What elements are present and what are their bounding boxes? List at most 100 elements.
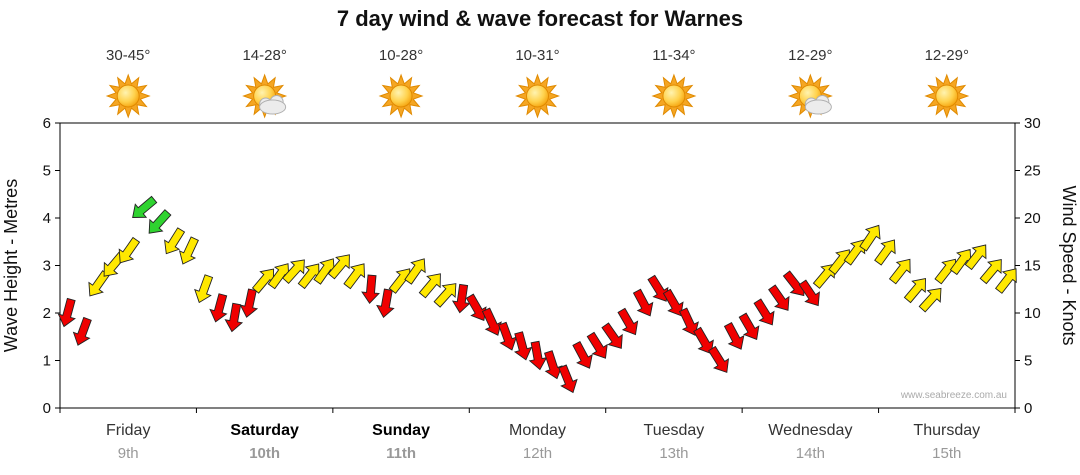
day-name-label: Monday xyxy=(509,422,566,439)
wind-arrow xyxy=(903,278,926,304)
sun-icon xyxy=(651,73,697,119)
wind-arrow xyxy=(481,307,502,336)
wind-arrow xyxy=(586,331,608,359)
temp-range-label: 10-28° xyxy=(379,47,423,64)
sun-icon xyxy=(105,73,151,119)
wind-arrow xyxy=(738,312,760,341)
y-left-tick-label: 4 xyxy=(43,210,51,227)
wind-arrow xyxy=(544,350,563,380)
day-date-label: 11th xyxy=(386,445,416,462)
wind-arrow xyxy=(376,288,395,318)
wind-arrow xyxy=(662,288,684,317)
day-name-label: Saturday xyxy=(230,422,299,439)
wind-arrow xyxy=(874,239,896,266)
sun-icon xyxy=(378,73,424,119)
day-date-label: 9th xyxy=(118,445,139,462)
wind-arrow xyxy=(859,224,881,252)
y-right-tick-label: 25 xyxy=(1024,163,1041,180)
wind-arrow xyxy=(723,321,745,350)
chart-title: 7 day wind & wave forecast for Warnes xyxy=(336,6,744,31)
wind-arrow xyxy=(132,195,158,218)
temp-range-label: 11-34° xyxy=(652,47,695,64)
wind-arrow xyxy=(178,236,199,265)
wind-arrow xyxy=(327,254,350,280)
cloud-icon xyxy=(259,95,287,115)
day-date-label: 10th xyxy=(249,445,280,462)
y-right-tick-label: 20 xyxy=(1024,210,1041,227)
wind-arrow xyxy=(118,236,141,264)
wind-arrow xyxy=(888,258,911,285)
temp-range-label: 12-29° xyxy=(788,47,832,64)
wind-arrow xyxy=(994,268,1017,294)
y-left-tick-label: 6 xyxy=(43,115,51,132)
wind-arrow xyxy=(72,316,92,346)
day-name-label: Thursday xyxy=(913,422,980,439)
wind-arrow xyxy=(224,302,244,333)
wind-arrow xyxy=(918,287,942,313)
wind-arrow xyxy=(404,258,426,285)
day-date-label: 13th xyxy=(659,445,688,462)
sun-cloud-icon xyxy=(787,73,833,119)
wind-arrow xyxy=(572,340,593,369)
wind-arrow xyxy=(148,209,172,234)
wind-arrow xyxy=(693,326,714,355)
day-name-label: Wednesday xyxy=(768,422,852,439)
wind-arrow xyxy=(465,293,487,322)
wind-arrow xyxy=(239,288,259,318)
wind-arrow xyxy=(361,274,380,304)
wind-arrow xyxy=(812,263,835,289)
wind-arrow xyxy=(798,279,820,307)
day-name-label: Friday xyxy=(106,422,150,439)
wind-arrow xyxy=(343,263,365,290)
temp-range-label: 14-28° xyxy=(242,47,286,64)
wind-arrow xyxy=(282,259,305,285)
y-right-tick-label: 10 xyxy=(1024,305,1041,322)
y-left-tick-label: 3 xyxy=(43,258,51,275)
wind-arrow xyxy=(194,274,214,304)
y-left-axis-title: Wave Height - Metres xyxy=(1,179,21,352)
cloud-icon xyxy=(804,95,832,115)
wind-arrow xyxy=(558,364,578,394)
y-left-tick-label: 1 xyxy=(43,353,51,370)
y-left-tick-label: 5 xyxy=(43,163,51,180)
temp-range-label: 10-31° xyxy=(515,47,559,64)
wind-arrow xyxy=(647,274,669,302)
wind-arrow xyxy=(707,345,730,373)
wind-arrow xyxy=(632,288,654,317)
y-left-tick-label: 0 xyxy=(43,400,51,417)
y-right-tick-label: 15 xyxy=(1024,258,1041,275)
wind-arrow xyxy=(753,298,775,326)
wind-arrow-series xyxy=(57,195,1017,394)
wind-arrow xyxy=(964,244,987,271)
y-left-tick-label: 2 xyxy=(43,305,51,322)
wind-arrow xyxy=(617,307,639,336)
wind-arrow xyxy=(433,283,457,308)
day-name-label: Sunday xyxy=(372,422,430,439)
sun-icon xyxy=(515,73,560,119)
temp-range-label: 30-45° xyxy=(106,47,150,64)
wind-arrow xyxy=(209,293,228,323)
wind-arrow xyxy=(418,273,441,299)
wind-arrow xyxy=(451,283,471,314)
sun-icon xyxy=(924,73,970,119)
temp-range-label: 12-29° xyxy=(925,47,969,64)
wind-arrow xyxy=(513,331,533,361)
y-right-tick-label: 0 xyxy=(1024,400,1032,417)
day-date-label: 14th xyxy=(796,445,825,462)
wind-arrow xyxy=(979,259,1002,285)
wind-arrow xyxy=(164,227,186,255)
day-headers: 30-45° Friday 9th 14-28° Saturday 10th 10-28° S… xyxy=(105,47,980,462)
axes: 0 1 2 3 4 5 6 0 5 10 15 20 25 30 xyxy=(43,115,1041,417)
wind-arrow xyxy=(57,297,76,328)
day-name-label: Tuesday xyxy=(644,422,705,439)
day-date-label: 15th xyxy=(932,445,961,462)
y-right-axis-title: Wind Speed - Knots xyxy=(1059,185,1079,345)
watermark: www.seabreeze.com.au xyxy=(900,390,1007,401)
wind-arrow xyxy=(601,322,623,349)
day-date-label: 12th xyxy=(523,445,552,462)
sun-cloud-icon xyxy=(242,73,288,119)
wind-arrow xyxy=(678,307,699,336)
wind-arrow xyxy=(768,284,790,311)
